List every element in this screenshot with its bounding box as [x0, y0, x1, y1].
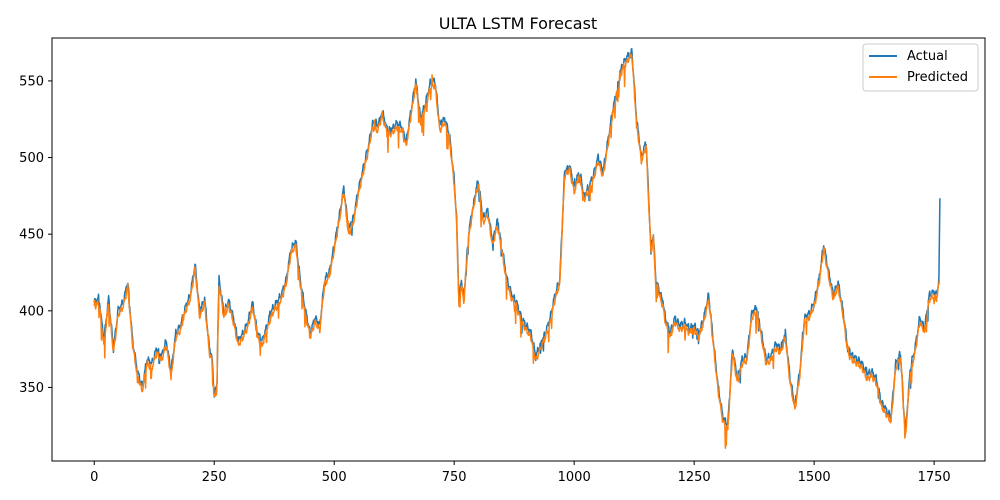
x-tick-label: 0: [90, 470, 98, 485]
chart-title: ULTA LSTM Forecast: [439, 14, 597, 33]
legend: Actual Predicted: [862, 43, 979, 92]
series-line-actual: [93, 47, 941, 434]
series-line-predicted: [93, 53, 941, 450]
legend-label-predicted: Predicted: [907, 70, 968, 85]
x-tick-label: 250: [202, 470, 227, 485]
x-tick-label: 1000: [558, 470, 591, 485]
y-tick-label: 400: [19, 304, 44, 319]
y-tick-label: 550: [19, 74, 44, 89]
legend-label-actual: Actual: [907, 49, 948, 64]
y-tick-label: 350: [19, 381, 44, 396]
plot-lines: [93, 47, 941, 450]
x-axis: 0 250 500 750 1000 1250 1500 1750: [90, 461, 951, 485]
x-tick-label: 500: [322, 470, 347, 485]
x-tick-label: 1750: [918, 470, 951, 485]
y-axis: 350 400 450 500 550: [19, 74, 52, 396]
x-tick-label: 1250: [678, 470, 711, 485]
y-tick-label: 500: [19, 151, 44, 166]
axes-frame: [51, 37, 986, 462]
y-tick-label: 450: [19, 228, 44, 243]
x-tick-label: 750: [442, 470, 467, 485]
x-tick-label: 1500: [798, 470, 831, 485]
